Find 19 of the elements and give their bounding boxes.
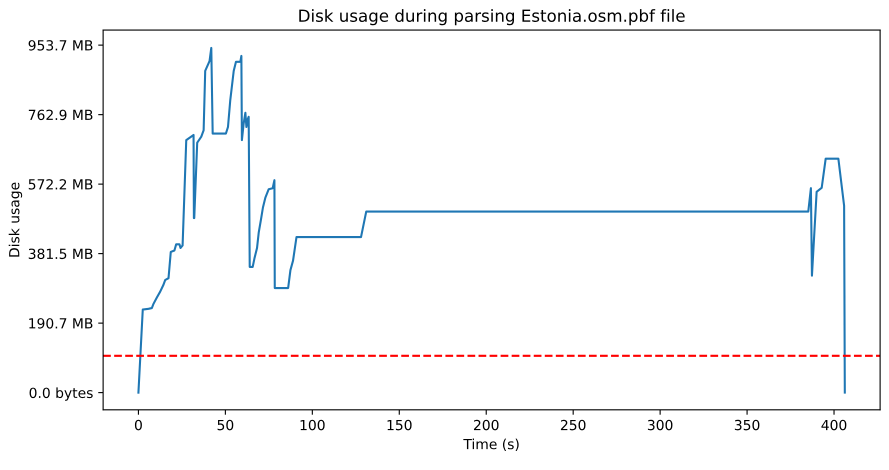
y-tick-label: 190.7 MB [29,318,92,329]
x-tick-label: 150 [388,420,412,430]
x-tick-label: 400 [821,420,846,430]
x-axis-title: Time (s) [463,438,519,451]
line-series [137,46,846,394]
y-tick-label: 381.5 MB [28,248,92,260]
x-tick-label: 250 [560,420,586,430]
y-tick-label: 0.0 bytes [30,387,93,401]
x-tick-label: 200 [474,420,499,430]
y-tick-label: 762.9 MB [28,110,92,120]
x-tick-label: 50 [218,420,234,430]
x-tick-label: 350 [734,420,760,430]
x-tick-label: 0 [134,420,142,430]
x-tick-label: 100 [300,420,325,430]
y-tick-label: 572.2 MB [28,179,92,190]
y-axis-title: Disk usage [8,182,22,257]
y-tick-label: 953.7 MB [28,40,92,51]
x-tick-label: 300 [648,420,672,430]
chart-title: Disk usage during parsing Estonia.osm.pbf file [299,9,685,26]
